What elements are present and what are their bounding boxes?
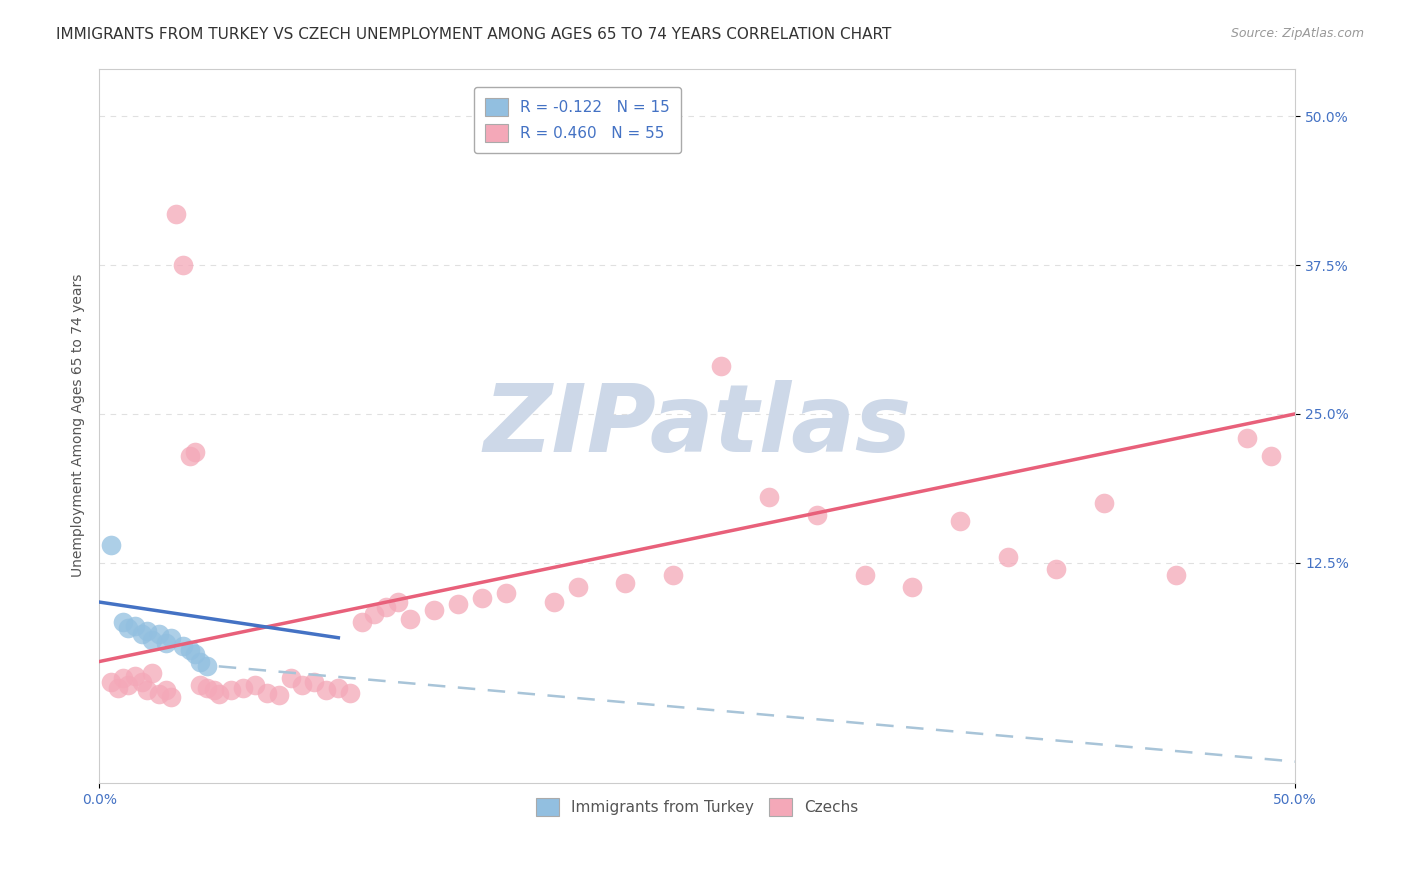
Point <box>131 627 153 641</box>
Point <box>188 678 211 692</box>
Y-axis label: Unemployment Among Ages 65 to 74 years: Unemployment Among Ages 65 to 74 years <box>72 274 86 577</box>
Point <box>423 603 446 617</box>
Point <box>1092 496 1115 510</box>
Point <box>567 580 589 594</box>
Point <box>997 549 1019 564</box>
Point <box>195 659 218 673</box>
Point <box>100 674 122 689</box>
Point <box>280 671 302 685</box>
Point <box>148 627 170 641</box>
Point <box>165 207 187 221</box>
Point <box>710 359 733 374</box>
Point <box>179 642 201 657</box>
Point <box>853 567 876 582</box>
Point <box>758 490 780 504</box>
Point <box>112 615 135 630</box>
Point <box>136 624 159 638</box>
Point <box>949 514 972 528</box>
Point <box>291 678 314 692</box>
Point <box>172 639 194 653</box>
Point <box>614 576 637 591</box>
Point <box>1236 431 1258 445</box>
Point <box>141 633 163 648</box>
Point <box>148 687 170 701</box>
Point <box>1045 562 1067 576</box>
Point <box>208 687 231 701</box>
Point <box>202 683 225 698</box>
Point <box>232 681 254 695</box>
Point <box>112 671 135 685</box>
Point <box>315 683 337 698</box>
Point <box>124 669 146 683</box>
Point <box>267 688 290 702</box>
Point <box>136 683 159 698</box>
Point <box>160 631 183 645</box>
Point <box>172 258 194 272</box>
Point <box>188 655 211 669</box>
Point <box>131 674 153 689</box>
Point <box>107 681 129 695</box>
Point <box>256 685 278 699</box>
Point <box>375 599 398 614</box>
Point <box>243 678 266 692</box>
Point <box>179 449 201 463</box>
Point <box>160 690 183 705</box>
Point <box>184 648 207 662</box>
Point <box>901 580 924 594</box>
Point <box>117 621 139 635</box>
Point <box>363 607 385 621</box>
Point <box>328 681 350 695</box>
Point <box>219 683 242 698</box>
Legend: Immigrants from Turkey, Czechs: Immigrants from Turkey, Czechs <box>527 789 868 825</box>
Point <box>100 538 122 552</box>
Point <box>195 681 218 695</box>
Point <box>352 615 374 630</box>
Point <box>543 595 565 609</box>
Point <box>184 445 207 459</box>
Point <box>495 585 517 599</box>
Point <box>141 666 163 681</box>
Point <box>304 674 326 689</box>
Point <box>124 619 146 633</box>
Point <box>1260 449 1282 463</box>
Point <box>399 612 422 626</box>
Text: IMMIGRANTS FROM TURKEY VS CZECH UNEMPLOYMENT AMONG AGES 65 TO 74 YEARS CORRELATI: IMMIGRANTS FROM TURKEY VS CZECH UNEMPLOY… <box>56 27 891 42</box>
Point <box>155 635 177 649</box>
Point <box>339 685 361 699</box>
Point <box>662 567 685 582</box>
Point <box>117 678 139 692</box>
Point <box>447 598 470 612</box>
Point <box>471 591 494 606</box>
Point <box>1164 567 1187 582</box>
Text: Source: ZipAtlas.com: Source: ZipAtlas.com <box>1230 27 1364 40</box>
Text: ZIPatlas: ZIPatlas <box>484 380 911 472</box>
Point <box>806 508 828 522</box>
Point <box>387 595 409 609</box>
Point <box>155 683 177 698</box>
